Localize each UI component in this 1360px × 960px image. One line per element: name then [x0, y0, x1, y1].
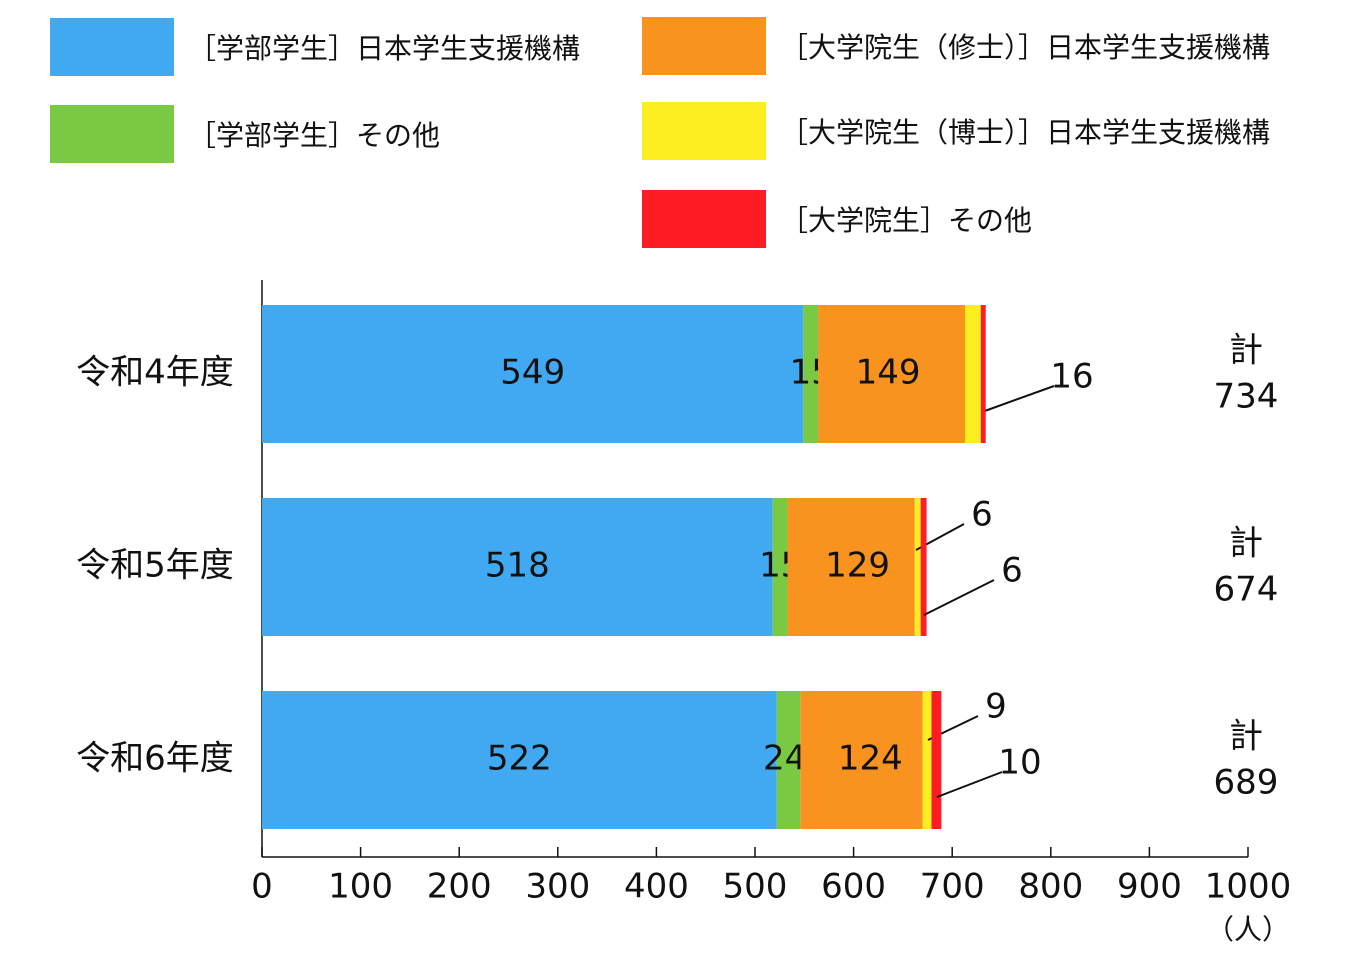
legend-label: ［学部学生］日本学生支援機構: [188, 32, 581, 65]
data-label: 124: [838, 739, 903, 779]
bar-segment: [772, 498, 788, 636]
bar-segment: [914, 498, 921, 636]
data-label: 518: [485, 546, 550, 586]
total-label: 計: [1229, 331, 1263, 371]
bar-segment: [800, 691, 923, 829]
leader-line: [923, 579, 995, 616]
legend-swatch: [50, 18, 174, 76]
data-label: 149: [856, 353, 921, 393]
category-label: 令和5年度: [76, 546, 234, 586]
legend-label: ［大学院生（修士）］日本学生支援機構: [780, 31, 1271, 64]
x-tick-label: 500: [723, 867, 788, 907]
x-tick-label: 0: [251, 867, 273, 907]
x-tick-label: 200: [427, 867, 492, 907]
bar-segment: [262, 305, 804, 443]
x-tick-label: 900: [1117, 867, 1182, 907]
x-tick-label: 400: [624, 867, 689, 907]
bar-segment: [776, 691, 801, 829]
data-label: 16: [1050, 357, 1093, 397]
total-value: 734: [1214, 377, 1279, 417]
leader-line: [936, 771, 1003, 798]
bar-segment: [980, 305, 986, 443]
bar-segment: [262, 691, 777, 829]
legend-item: ［大学院生］その他: [642, 190, 1032, 248]
data-label: 129: [825, 546, 890, 586]
total-label: 計: [1229, 717, 1263, 757]
legend-item: ［大学院生（博士）］日本学生支援機構: [642, 102, 1270, 160]
legend-swatch: [642, 102, 766, 160]
legend-swatch: [50, 105, 174, 163]
bar-segment: [262, 498, 773, 636]
total-value: 674: [1214, 570, 1279, 610]
data-label: 6: [971, 495, 993, 535]
total-value: 689: [1214, 763, 1279, 803]
bar-segment: [965, 305, 981, 443]
data-label: 6: [1001, 551, 1023, 591]
legend-item: ［学部学生］日本学生支援機構: [50, 18, 580, 76]
legend-item: ［学部学生］その他: [50, 105, 440, 163]
data-label: 9: [985, 687, 1007, 727]
x-tick-label: 700: [920, 867, 985, 907]
legend-item: ［大学院生（修士）］日本学生支援機構: [642, 17, 1270, 75]
data-label: 10: [998, 743, 1041, 783]
x-tick-label: 800: [1018, 867, 1083, 907]
legend-swatch: [642, 17, 766, 75]
legend-label: ［大学院生（博士）］日本学生支援機構: [780, 116, 1271, 149]
legend-label: ［大学院生］その他: [780, 204, 1033, 237]
total-label: 計: [1229, 524, 1263, 564]
x-tick-label: 300: [525, 867, 590, 907]
category-label: 令和6年度: [76, 739, 234, 779]
data-label: 24: [763, 739, 806, 779]
data-label: 549: [500, 353, 565, 393]
x-tick-label: 100: [328, 867, 393, 907]
legend-swatch: [642, 190, 766, 248]
x-tick-label: 1000: [1205, 867, 1292, 907]
bar-segment: [787, 498, 915, 636]
bar-segment: [920, 498, 927, 636]
category-label: 令和4年度: [76, 353, 234, 393]
bar-segment: [922, 691, 932, 829]
x-axis-unit: （人）: [1206, 913, 1290, 946]
data-label: 522: [487, 739, 552, 779]
leader-line: [981, 385, 1055, 413]
legend-label: ［学部学生］その他: [188, 119, 441, 152]
bar-segment: [818, 305, 966, 443]
x-tick-label: 600: [821, 867, 886, 907]
bar-segment: [803, 305, 819, 443]
bar-segment: [931, 691, 942, 829]
